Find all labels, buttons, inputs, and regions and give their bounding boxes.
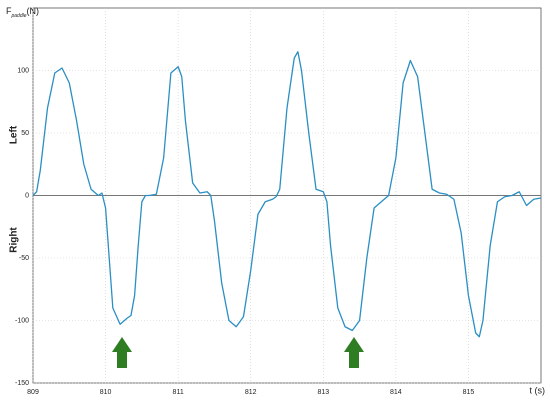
y-tick-label: -150 <box>15 380 29 387</box>
y-tick-label: -100 <box>15 317 29 324</box>
x-tick-label: 814 <box>390 389 402 396</box>
arrow <box>344 337 364 368</box>
x-tick-label: 812 <box>245 389 257 396</box>
data-line <box>32 51 542 338</box>
y-tick-label: 0 <box>25 192 29 199</box>
x-tick-label: 813 <box>317 389 329 396</box>
x-tick-label: 811 <box>173 389 184 396</box>
y-label-subscript: paddle <box>11 13 27 19</box>
left-label: Left <box>9 125 20 144</box>
y-label-symbol: F <box>6 6 12 16</box>
y-tick-label: 100 <box>17 67 29 74</box>
arrow <box>112 337 132 368</box>
x-tick-label: 810 <box>100 389 112 396</box>
y-axis-label: Fpaddle(N) <box>6 6 39 19</box>
x-axis-label: t (s) <box>530 385 546 395</box>
x-tick-label: 815 <box>463 389 475 396</box>
y-tick-label: -50 <box>19 255 29 262</box>
right-label: Right <box>9 227 20 253</box>
x-tick-label: 809 <box>27 389 39 396</box>
y-tick-label: 50 <box>21 130 29 137</box>
